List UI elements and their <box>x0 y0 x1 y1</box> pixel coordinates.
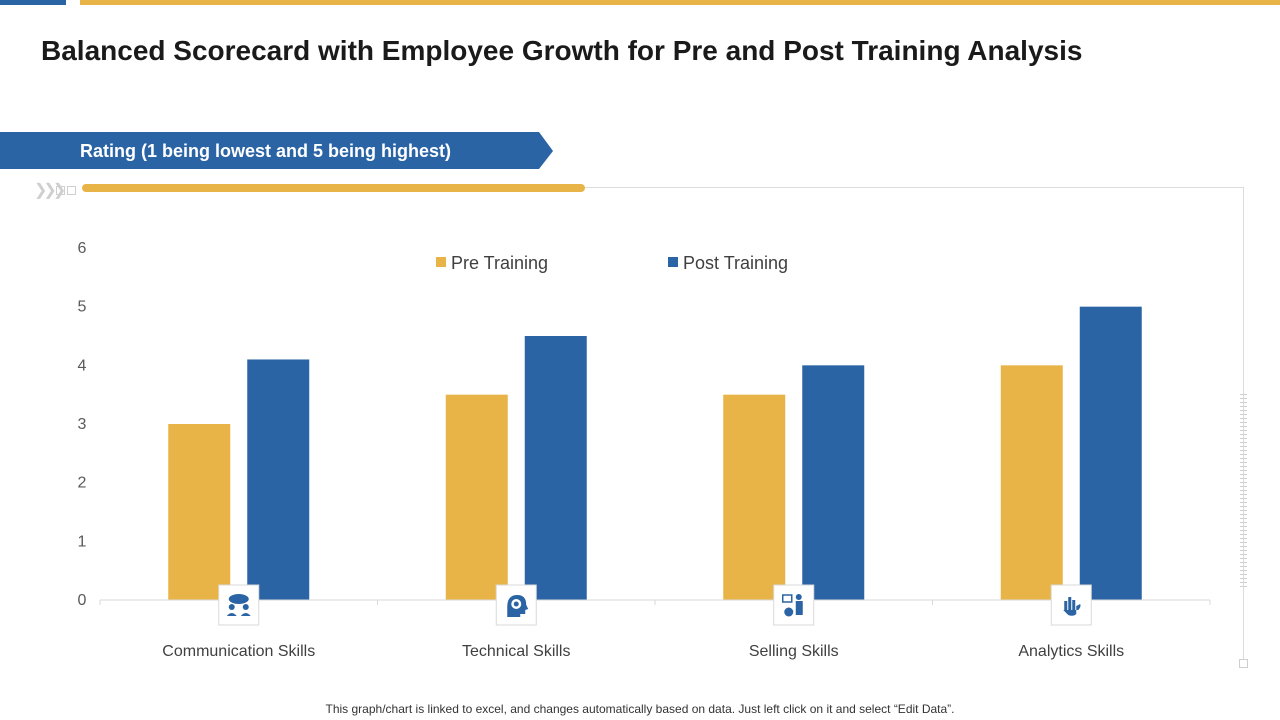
bar-pre-training <box>1000 365 1063 600</box>
y-tick-label: 3 <box>78 416 87 433</box>
rating-banner <box>0 132 553 169</box>
hand-shape <box>1063 604 1081 616</box>
footnote: This graph/chart is linked to excel, and… <box>325 702 955 716</box>
legend-swatch-pre <box>436 257 446 267</box>
speech-cloud-shape <box>228 594 249 604</box>
gear-core-shape <box>513 601 519 607</box>
money-bag-shape <box>784 607 794 617</box>
person-body-shape <box>795 601 803 615</box>
square-decoration-icon <box>67 186 76 195</box>
y-tick-label: 0 <box>78 592 87 609</box>
y-tick-label: 4 <box>78 357 87 374</box>
icon-box <box>773 584 815 626</box>
bar-pre-training <box>723 394 786 600</box>
idea-gear-icon <box>495 584 537 626</box>
person-head-shape <box>228 604 235 610</box>
square-decoration-icon <box>1239 659 1248 668</box>
bar-glyph-shape <box>1068 597 1072 610</box>
top-accent-bar-blue <box>0 0 66 5</box>
x-tick-label: Communication Skills <box>162 643 315 660</box>
person-body-shape <box>226 613 237 616</box>
bar-glyph-shape <box>1072 600 1076 610</box>
icon-box <box>1050 584 1092 626</box>
bar-post-training <box>524 336 587 600</box>
seller-presentation-icon <box>773 584 815 626</box>
y-tick-label: 6 <box>78 240 87 257</box>
person-head-shape <box>242 604 249 610</box>
board-shape <box>782 594 793 603</box>
x-tick-label: Technical Skills <box>462 643 570 660</box>
x-tick-label: Analytics Skills <box>1018 643 1124 660</box>
bar-post-training <box>1079 306 1142 600</box>
top-accent-bar-gold <box>80 0 1280 5</box>
legend-label-pre: Pre Training <box>451 253 548 273</box>
y-tick-label: 2 <box>78 475 87 492</box>
person-head-shape <box>795 594 802 600</box>
bar-pre-training <box>445 394 508 600</box>
frame-hatch-decoration <box>1240 394 1247 590</box>
legend-label-post: Post Training <box>683 253 788 273</box>
gold-divider <box>82 184 585 192</box>
page-title: Balanced Scorecard with Employee Growth … <box>41 35 1083 66</box>
y-tick-label: 1 <box>78 533 87 550</box>
bar-glyph-shape <box>1064 601 1068 610</box>
rating-banner-label: Rating (1 being lowest and 5 being highe… <box>80 141 452 161</box>
y-tick-label: 5 <box>78 299 87 316</box>
square-decoration-icon <box>56 186 65 195</box>
person-body-shape <box>240 613 251 616</box>
team-communication-icon <box>218 584 260 626</box>
frame-line-top <box>585 187 1243 188</box>
analytics-hand-icon <box>1050 584 1092 626</box>
bar-post-training <box>802 365 865 600</box>
x-tick-label: Selling Skills <box>749 643 839 660</box>
legend-swatch-post <box>668 257 678 267</box>
bar-pre-training <box>168 424 231 600</box>
bar-post-training <box>247 359 310 600</box>
icon-box <box>218 584 260 626</box>
